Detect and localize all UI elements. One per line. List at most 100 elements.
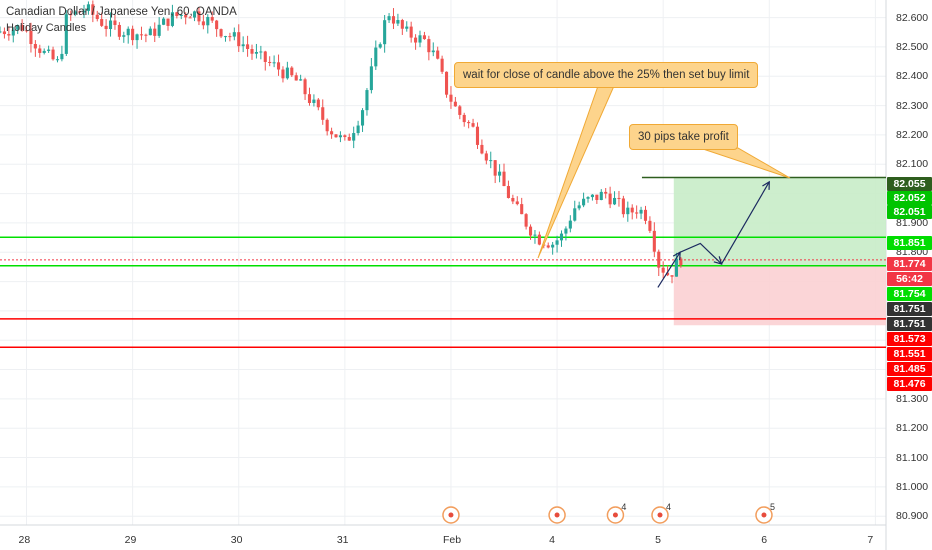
price-tag: 81.751 [887,302,932,316]
candle-body [246,44,250,50]
price-tag: 81.573 [887,332,932,346]
candle-body [276,62,281,70]
candle-body [568,220,572,229]
candle-body [20,25,24,31]
candle-body [515,201,519,205]
price-tag: 81.851 [887,236,932,250]
candle-body [409,26,413,38]
candle-body [157,24,161,36]
event-count: 4 [621,502,626,512]
candle-body [436,50,440,59]
candle-body [396,20,400,24]
candle-body [374,47,378,67]
candle-body [100,19,104,26]
event-marker-dot [612,512,618,518]
projection-arrowhead [713,256,723,265]
price-tag: 81.774 [887,257,932,271]
candle-body [113,20,117,25]
candle-body [666,272,670,276]
candle-body [431,50,435,53]
candle-body [60,53,64,60]
candle-body [599,191,603,201]
candle-body [502,171,506,187]
candle-body [657,251,661,268]
candle-body [604,191,608,194]
candle-body [0,31,2,33]
candle-body [480,144,484,154]
candle-body [228,36,232,38]
candle-body [64,14,68,54]
candle-body [33,43,37,49]
candle-body [639,209,643,214]
candle-body [135,34,139,41]
candle-body [11,29,15,36]
candle-body [612,197,617,205]
candle-body [197,11,201,22]
symbol-title: Canadian Dollar / Japanese Yen, 60, OAND… [6,6,237,18]
price-tag: 81.551 [887,347,932,361]
candle-body [577,205,581,209]
price-tick-label: 82.300 [896,99,929,112]
candle-body [148,28,152,36]
candle-body [520,204,524,215]
candle-body [330,131,334,135]
candle-body [192,11,197,18]
candle-body [391,16,396,24]
candle-body [582,198,586,206]
candle-body [126,28,130,36]
projection-arrowhead [762,180,770,190]
candle-body [422,35,426,40]
candle-body [405,26,409,29]
candle-body [489,160,493,162]
candle-body [184,14,188,18]
event-marker-dot [448,512,454,518]
candle-body [378,44,382,48]
time-tick-label: Feb [442,534,462,546]
price-tick-label: 82.100 [896,158,929,171]
time-tick-label: 29 [124,534,137,546]
candle-body [533,234,537,236]
event-marker-dot [657,512,663,518]
callout-take-profit[interactable]: 30 pips take profit [629,124,738,150]
candle-body [55,59,60,61]
candle-body [661,267,665,273]
candle-body [82,10,86,13]
candle-body [175,12,179,16]
time-tick-label: 5 [655,534,662,546]
candle-body [626,207,630,215]
candle-body [325,119,329,132]
candle-body [188,17,192,19]
candle-body [272,62,276,64]
candle-body [498,171,502,176]
candle-body [232,32,236,37]
candle-body [210,17,214,21]
candle-body [51,49,55,60]
candle-body [219,29,223,37]
price-tag: 81.751 [887,317,932,331]
candle-body [356,125,360,134]
candle-body [86,4,90,11]
candle-body [559,233,564,241]
candle-body [400,20,404,29]
price-tag: 81.754 [887,287,932,301]
candle-body [462,114,466,123]
candle-body [2,31,6,35]
price-tick-label: 82.500 [896,40,929,53]
event-marker-dot [761,512,767,518]
time-tick-label: 31 [336,534,349,546]
candle-body [104,25,108,30]
candle-body [595,194,599,201]
candle-body [206,17,210,26]
candle-body [617,197,621,199]
candle-body [551,244,555,248]
candle-body [674,258,678,277]
price-tag: 82.052 [887,191,932,205]
candle-body [444,71,449,95]
projection-arrow-path [657,181,770,288]
candle-body [414,37,418,43]
candle-body [290,67,294,76]
candle-body [95,14,99,20]
callout-entry[interactable]: wait for close of candle above the 25% t… [454,62,759,88]
